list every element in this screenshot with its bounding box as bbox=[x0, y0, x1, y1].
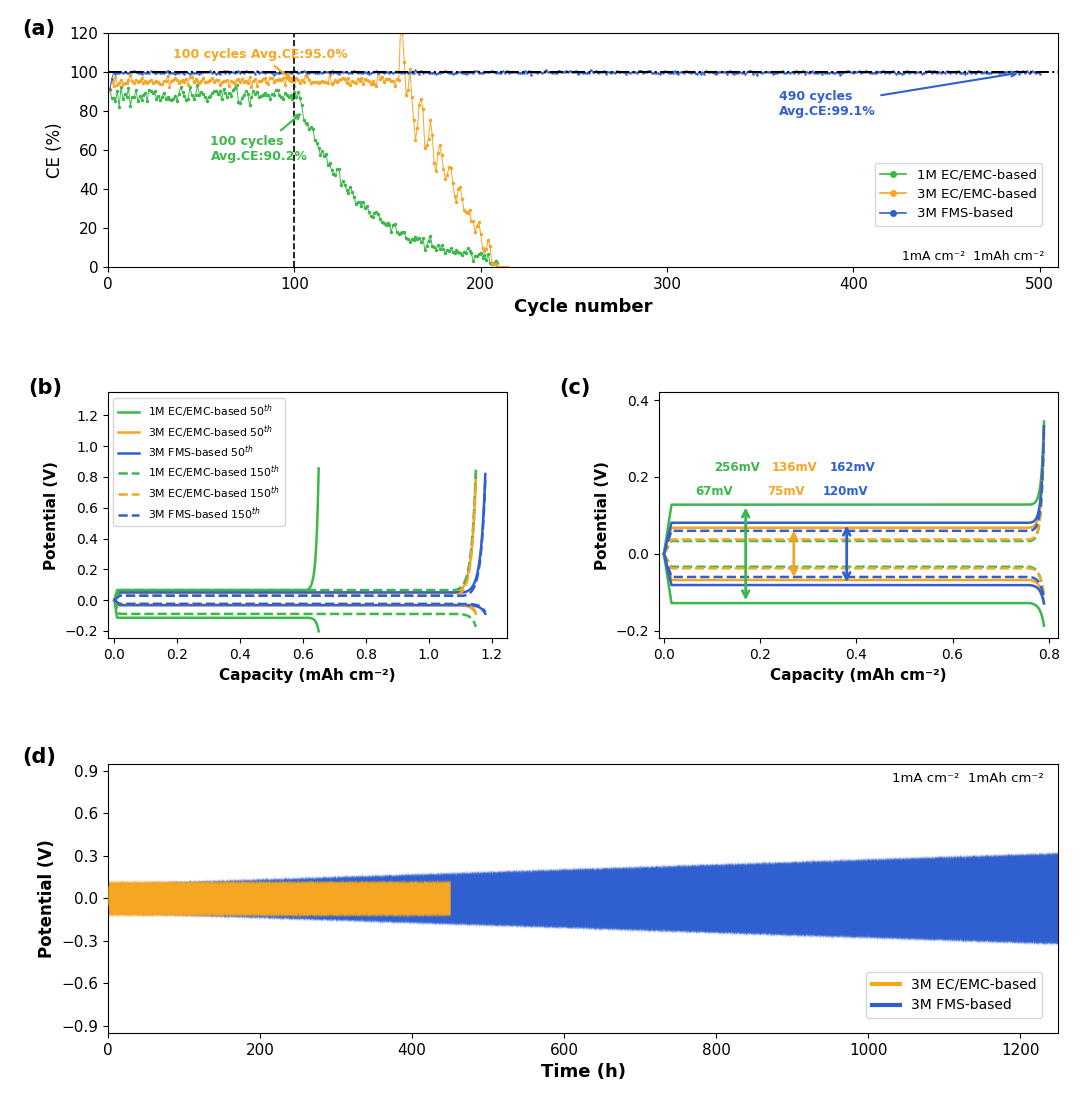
3M FMS-based bbox=[1013, 67, 1026, 80]
Text: 1mA cm⁻²  1mAh cm⁻²: 1mA cm⁻² 1mAh cm⁻² bbox=[892, 771, 1044, 785]
3M FMS-based bbox=[539, 64, 552, 77]
3M FMS-based bbox=[553, 64, 566, 77]
1M EC/EMC-based bbox=[230, 78, 243, 91]
1M EC/EMC-based bbox=[491, 256, 504, 269]
Line: 3M FMS-based: 3M FMS-based bbox=[109, 69, 1041, 90]
1M EC/EMC-based bbox=[243, 99, 256, 112]
3M EC/EMC-based bbox=[500, 260, 513, 274]
3M FMS-based bbox=[546, 66, 559, 79]
3M FMS-based bbox=[1034, 67, 1047, 80]
1M EC/EMC-based bbox=[114, 80, 127, 93]
Line: 3M EC/EMC-based: 3M EC/EMC-based bbox=[108, 25, 509, 269]
Y-axis label: Potential (V): Potential (V) bbox=[44, 460, 59, 570]
Text: 136mV: 136mV bbox=[772, 462, 818, 474]
1M EC/EMC-based bbox=[104, 84, 117, 97]
3M EC/EMC-based bbox=[394, 21, 407, 34]
3M EC/EMC-based bbox=[413, 98, 426, 111]
Y-axis label: Potential (V): Potential (V) bbox=[38, 839, 56, 957]
3M EC/EMC-based bbox=[491, 260, 504, 274]
Text: 100 cycles
Avg.CE:90.2%: 100 cycles Avg.CE:90.2% bbox=[211, 114, 308, 163]
3M EC/EMC-based bbox=[454, 180, 467, 193]
3M FMS-based bbox=[608, 67, 621, 80]
1M EC/EMC-based bbox=[186, 89, 199, 102]
3M EC/EMC-based bbox=[273, 73, 286, 86]
Legend: 1M EC/EMC-based 50$^{th}$, 3M EC/EMC-based 50$^{th}$, 3M FMS-based 50$^{th}$, 1M: 1M EC/EMC-based 50$^{th}$, 3M EC/EMC-bas… bbox=[113, 398, 284, 526]
Text: (b): (b) bbox=[28, 378, 63, 398]
X-axis label: Time (h): Time (h) bbox=[541, 1064, 625, 1081]
X-axis label: Capacity (mAh cm⁻²): Capacity (mAh cm⁻²) bbox=[219, 668, 396, 682]
3M FMS-based bbox=[867, 66, 880, 79]
3M FMS-based bbox=[659, 65, 672, 78]
Line: 1M EC/EMC-based: 1M EC/EMC-based bbox=[108, 84, 499, 266]
Text: 256mV: 256mV bbox=[714, 462, 760, 474]
Text: (d): (d) bbox=[23, 747, 56, 767]
Text: 120mV: 120mV bbox=[823, 485, 868, 498]
Y-axis label: CE (%): CE (%) bbox=[45, 122, 64, 178]
Legend: 3M EC/EMC-based, 3M FMS-based: 3M EC/EMC-based, 3M FMS-based bbox=[866, 972, 1042, 1018]
Text: 67mV: 67mV bbox=[696, 485, 733, 498]
Text: 162mV: 162mV bbox=[829, 462, 876, 474]
Text: 1mA cm⁻²  1mAh cm⁻²: 1mA cm⁻² 1mAh cm⁻² bbox=[902, 249, 1044, 263]
Text: (c): (c) bbox=[559, 378, 591, 398]
3M EC/EMC-based bbox=[104, 84, 117, 97]
X-axis label: Cycle number: Cycle number bbox=[514, 298, 652, 315]
3M EC/EMC-based bbox=[351, 73, 364, 86]
Y-axis label: Potential (V): Potential (V) bbox=[595, 460, 610, 570]
1M EC/EMC-based bbox=[420, 240, 433, 253]
1M EC/EMC-based bbox=[372, 208, 384, 221]
1M EC/EMC-based bbox=[381, 217, 394, 230]
3M FMS-based bbox=[104, 82, 117, 96]
Text: 490 cycles
Avg.CE:99.1%: 490 cycles Avg.CE:99.1% bbox=[779, 71, 1016, 118]
Text: (a): (a) bbox=[23, 19, 55, 38]
3M EC/EMC-based bbox=[247, 75, 260, 88]
Text: 75mV: 75mV bbox=[767, 485, 805, 498]
Legend: 1M EC/EMC-based, 3M EC/EMC-based, 3M FMS-based: 1M EC/EMC-based, 3M EC/EMC-based, 3M FMS… bbox=[875, 163, 1042, 225]
Text: 100 cycles Avg.CE:95.0%: 100 cycles Avg.CE:95.0% bbox=[173, 48, 348, 79]
1M EC/EMC-based bbox=[485, 257, 498, 270]
3M EC/EMC-based bbox=[302, 74, 315, 87]
X-axis label: Capacity (mAh cm⁻²): Capacity (mAh cm⁻²) bbox=[770, 668, 947, 682]
